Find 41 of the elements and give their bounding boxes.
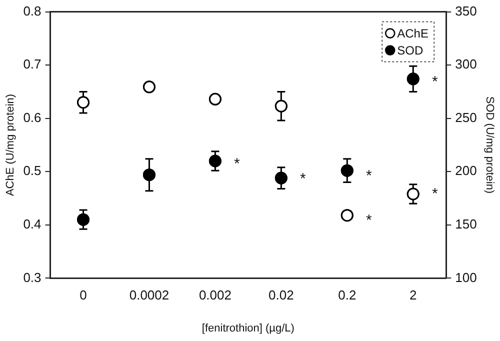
x-tick-label: 0.0002 <box>129 288 170 303</box>
y2-tick-label: 200 <box>455 163 477 178</box>
y-tick-label: 0.5 <box>23 163 42 178</box>
annotation: * <box>300 170 306 188</box>
y-tick-label: 0.6 <box>23 110 42 125</box>
annotation: * <box>366 167 372 184</box>
annotation: * <box>432 74 438 91</box>
point <box>208 92 222 106</box>
point <box>406 188 420 200</box>
point <box>77 213 90 226</box>
y-tick-label: 0.3 <box>23 270 42 285</box>
x-tick-label: 0.002 <box>198 288 232 303</box>
point <box>340 164 354 177</box>
y2-tick-label: 150 <box>455 216 477 232</box>
y2-axis-title: SOD (U/mg protein) <box>483 96 496 194</box>
annotation: * <box>366 212 372 230</box>
point <box>77 96 90 109</box>
x-tick-label: 0.02 <box>268 288 294 303</box>
point <box>406 72 420 86</box>
point <box>142 80 156 94</box>
y2-tick-label: 350 <box>455 3 477 18</box>
legend-label: AChE <box>397 26 428 41</box>
point <box>340 209 354 222</box>
x-tick-label: 0.2 <box>338 288 356 303</box>
point <box>274 100 288 112</box>
y-axis-title: AChE (U/mg protein) <box>4 94 17 196</box>
point <box>274 172 288 184</box>
point <box>142 168 156 182</box>
y2-tick-label: 100 <box>455 270 477 285</box>
annotation: * <box>432 185 438 202</box>
y2-tick-label: 300 <box>455 56 477 72</box>
x-tick-label: 0 <box>80 288 87 303</box>
point <box>208 154 222 168</box>
y-tick-label: 0.7 <box>23 56 42 72</box>
y-tick-label: 0.4 <box>23 216 42 232</box>
x-axis-title: [fenitrothion] (µg/L) <box>202 322 294 334</box>
legend-label: SOD <box>397 44 424 58</box>
x-tick-label: 2 <box>410 288 417 303</box>
y2-tick-label: 250 <box>455 110 477 125</box>
y-tick-label: 0.8 <box>23 3 42 18</box>
annotation: * <box>234 156 240 173</box>
